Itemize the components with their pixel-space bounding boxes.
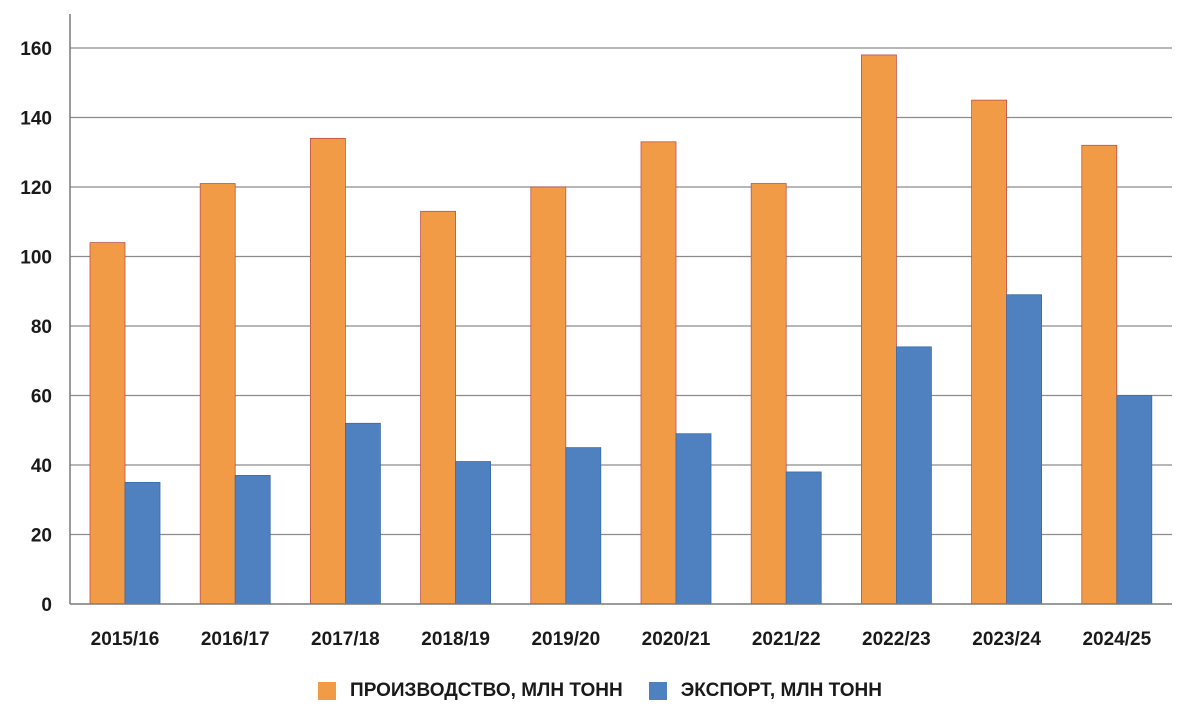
x-category-label: 2020/21 (642, 629, 711, 650)
bar-export (896, 346, 932, 605)
y-tick-label: 80 (31, 317, 52, 338)
legend-swatch-export (648, 682, 667, 700)
x-category-label: 2019/20 (531, 629, 600, 650)
x-category-label: 2018/19 (421, 629, 490, 650)
bar-export (234, 475, 271, 605)
x-category-label: 2017/18 (311, 629, 380, 650)
bar-export (1116, 395, 1153, 605)
bar-production (89, 242, 126, 605)
legend-label-export: ЭКСПОРТ, МЛН ТОНН (680, 680, 882, 701)
bars (89, 54, 1153, 605)
legend-label-production: ПРОИЗВОДСТВО, МЛН ТОНН (350, 680, 623, 701)
y-tick-label: 100 (20, 248, 52, 269)
bar-export (124, 481, 161, 605)
bar-production (420, 210, 457, 605)
x-category-label: 2022/23 (862, 629, 931, 650)
legend-item-production: ПРОИЗВОДСТВО, МЛН ТОНН (318, 680, 623, 702)
legend: ПРОИЗВОДСТВО, МЛН ТОНН ЭКСПОРТ, МЛН ТОНН (0, 676, 1200, 706)
x-category-label: 2016/17 (201, 629, 270, 650)
y-tick-label: 140 (20, 109, 52, 130)
y-tick-label: 120 (20, 178, 52, 199)
y-tick-label: 60 (31, 387, 52, 408)
bar-production (199, 183, 236, 605)
bar-chart: 0 20 40 60 80 100 120 140 160 2015/16 2016/17 2017… (20, 14, 1172, 650)
bar-export (675, 433, 712, 605)
legend-swatch-production (318, 682, 337, 700)
bar-production (1081, 144, 1118, 605)
bar-production (750, 183, 787, 605)
bar-production (971, 99, 1007, 605)
bar-production (530, 186, 567, 605)
x-category-label: 2023/24 (972, 629, 1041, 650)
x-category-label: 2024/25 (1082, 629, 1151, 650)
y-tick-label: 0 (41, 595, 52, 616)
bar-export (455, 461, 492, 605)
bar-production (640, 141, 677, 605)
x-category-label: 2021/22 (752, 629, 821, 650)
y-axis-tick-labels: 0 20 40 60 80 100 120 140 160 (20, 39, 52, 616)
bar-production (861, 54, 897, 605)
bar-export (344, 422, 381, 605)
bar-production (309, 137, 346, 605)
y-tick-label: 160 (20, 39, 52, 60)
y-tick-label: 20 (31, 526, 52, 547)
x-axis-category-labels: 2015/16 2016/17 2017/18 2018/19 2019/20 2020/… (91, 629, 1152, 650)
x-category-label: 2015/16 (91, 629, 160, 650)
gridlines (70, 47, 1172, 536)
bar-export (1006, 294, 1042, 605)
bar-export (785, 471, 822, 605)
y-tick-label: 40 (31, 456, 52, 477)
legend-item-export: ЭКСПОРТ, МЛН ТОНН (648, 680, 882, 702)
bar-export (565, 447, 602, 605)
